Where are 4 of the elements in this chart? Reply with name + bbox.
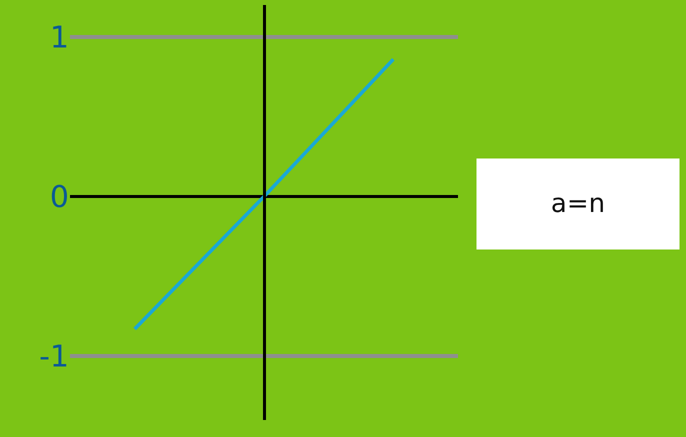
y-tick-label: -1 [39,340,69,375]
text: a=n [550,189,606,219]
y-tick-label: 1 [50,20,69,56]
y-tick-label: 0 [50,180,69,216]
